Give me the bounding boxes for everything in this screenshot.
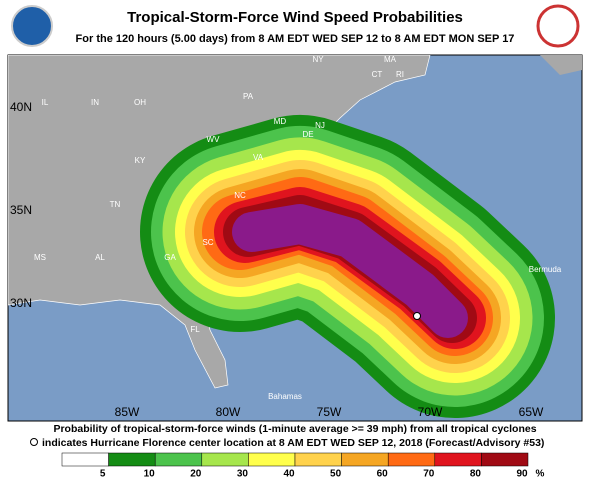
probability-zones	[140, 115, 555, 418]
legend-label: 60	[377, 469, 389, 480]
legend-label: 20	[190, 469, 202, 480]
legend-swatch	[108, 452, 156, 467]
place-label: WV	[207, 135, 221, 144]
legend-swatch	[387, 452, 436, 467]
place-label: NJ	[315, 121, 325, 130]
legend-label: 70	[423, 469, 435, 480]
legend-swatch	[248, 452, 296, 467]
legend-label: 30	[237, 469, 249, 480]
legend-label: 80	[470, 469, 482, 480]
place-label: PA	[243, 92, 254, 101]
place-label: SC	[202, 238, 213, 247]
subtitle: For the 120 hours (5.00 days) from 8 AM …	[76, 33, 515, 45]
map	[7, 54, 583, 422]
legend-swatch	[341, 452, 389, 467]
place-label: OH	[134, 98, 146, 107]
lon-label: 70W	[418, 405, 443, 419]
place-label: MS	[34, 253, 46, 262]
place-label: TN	[110, 200, 121, 209]
lon-label: 80W	[216, 405, 241, 419]
legend-label: %	[536, 469, 545, 480]
lat-label: 35N	[10, 203, 32, 217]
legend-label: 40	[283, 469, 295, 480]
place-label: Bahamas	[268, 392, 302, 401]
legend-label: 5	[100, 469, 106, 480]
place-label: MD	[274, 117, 287, 126]
place-label: DE	[302, 130, 313, 139]
lat-label: 30N	[10, 296, 32, 310]
legend-swatch	[61, 452, 109, 467]
place-label: MA	[384, 55, 397, 64]
legend-label: 50	[330, 469, 342, 480]
place-label: IL	[42, 98, 49, 107]
lon-label: 85W	[115, 405, 140, 419]
legend-label: 90	[516, 469, 528, 480]
land-canada	[540, 55, 582, 75]
map-labels: 40N 35N 30N 85W 80W 75W 70W 65W IL IN OH PA NY CT RI MA…	[10, 55, 562, 419]
place-label: NY	[312, 55, 324, 64]
place-label: KY	[135, 156, 146, 165]
caption-line-2: indicates Hurricane Florence center loca…	[42, 437, 544, 449]
title: Tropical-Storm-Force Wind Speed Probabil…	[127, 9, 463, 26]
legend-swatch	[154, 452, 203, 467]
lon-label: 65W	[519, 405, 544, 419]
place-label: AL	[95, 253, 105, 262]
nws-logo	[536, 4, 580, 48]
place-label: RI	[396, 70, 404, 79]
legend-swatch	[481, 452, 529, 467]
place-label: VA	[253, 153, 264, 162]
caption-marker	[30, 438, 38, 446]
legend-swatch	[294, 452, 342, 467]
zone-max	[232, 204, 468, 338]
legend-swatch	[434, 452, 482, 467]
storm-center	[413, 312, 421, 320]
place-label: IN	[91, 98, 99, 107]
lat-label: 40N	[10, 100, 32, 114]
caption-line-1: Probability of tropical-storm-force wind…	[53, 423, 536, 435]
place-label: Bermuda	[529, 265, 562, 274]
place-label: FL	[190, 325, 200, 334]
legend-label: 10	[144, 469, 156, 480]
noaa-logo	[11, 5, 53, 47]
place-label: GA	[164, 253, 176, 262]
lon-label: 75W	[317, 405, 342, 419]
legend-swatch	[201, 452, 249, 467]
place-label: CT	[372, 70, 383, 79]
place-label: NC	[234, 191, 246, 200]
legend: 5 10 20 30 40 50 60 70 80 90%	[61, 452, 545, 480]
